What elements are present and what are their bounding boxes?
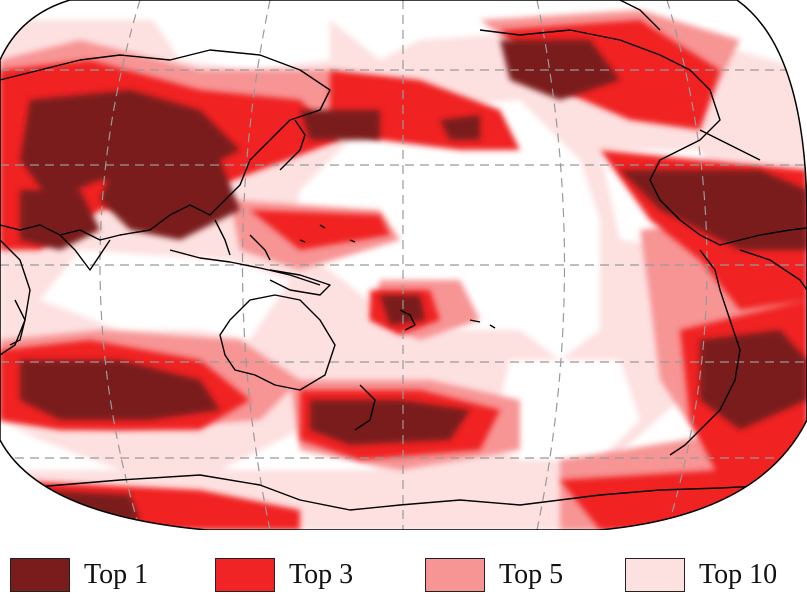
graticule-line [241, 0, 271, 530]
coastline-new-guinea [269, 269, 331, 296]
legend-label: Top 3 [289, 559, 354, 590]
coastline-africa [0, 239, 31, 356]
coastline-south-america [669, 249, 741, 456]
coastline-antarctica [0, 474, 807, 511]
legend: Top 1 Top 3 Top 5 Top 10 [0, 550, 807, 600]
legend-swatch [10, 558, 70, 592]
graticule [0, 0, 807, 530]
coastlines [0, 0, 807, 511]
legend-item-top1: Top 1 [10, 555, 148, 595]
legend-swatch [625, 558, 685, 592]
coastline-japan [279, 119, 306, 171]
legend-label: Top 1 [84, 559, 149, 590]
coastline-asia [0, 49, 331, 241]
legend-swatch [215, 558, 275, 592]
coastline-north-america [479, 29, 807, 246]
graticule-line [99, 0, 141, 530]
legend-label: Top 5 [499, 559, 564, 590]
coastline-new-zealand [354, 384, 376, 431]
graticule-line [536, 0, 566, 530]
legend-label: Top 10 [699, 559, 778, 590]
legend-swatch [425, 558, 485, 592]
legend-item-top5: Top 5 [425, 555, 563, 595]
region-top1 [20, 40, 807, 525]
coastline-indonesia [169, 249, 321, 286]
coastline-india [59, 234, 111, 271]
graticule-line [666, 0, 708, 530]
legend-item-top10: Top 10 [625, 555, 777, 595]
world-map [0, 0, 807, 530]
map-border [0, 0, 807, 530]
coastline-australia [219, 294, 336, 391]
legend-item-top3: Top 3 [215, 555, 353, 595]
map-content [0, 0, 807, 530]
